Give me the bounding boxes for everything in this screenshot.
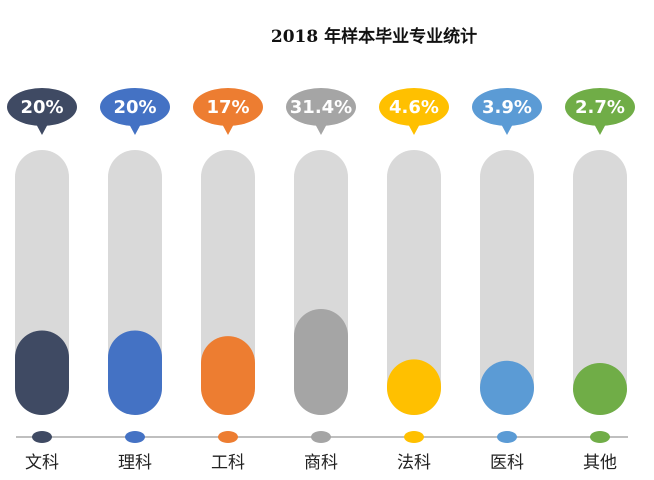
bar-fill-5 [480,360,534,415]
bar-fill-6 [573,363,627,415]
value-bubble-2 [193,88,263,126]
value-bubble-5 [472,88,542,126]
category-label-0: 文科 [25,453,59,473]
axis-marker-4 [404,431,424,443]
value-bubble-tail-6 [593,122,607,135]
value-bubble-6 [565,88,635,126]
bar-group: 20% 文科 20% 理科 17% 工科 31.4% 商科 4.6% 法科 3.9% 医科 2.7% 其他 [7,88,635,473]
bar-fill-2 [201,336,255,415]
value-bubble-tail-5 [500,122,514,135]
category-label-1: 理科 [118,453,152,473]
value-label-3: 31.4% [290,97,352,118]
axis-marker-3 [311,431,331,443]
category-label-2: 工科 [211,453,245,473]
value-bubble-tail-0 [35,122,49,135]
bar-track-5 [480,150,534,415]
value-label-2: 17% [206,97,249,118]
axis-marker-2 [218,431,238,443]
chart-title: 2018 年样本毕业专业统计 [271,26,477,47]
value-bubble-tail-3 [314,122,328,135]
category-label-3: 商科 [304,453,338,473]
value-bubble-0 [7,88,77,126]
axis-marker-6 [590,431,610,443]
category-label-4: 法科 [397,453,431,473]
value-label-1: 20% [113,97,156,118]
value-bubble-3 [286,88,356,126]
bar-fill-0 [15,330,69,415]
category-label-5: 医科 [490,453,524,473]
bar-fill-1 [108,330,162,415]
value-bubble-1 [100,88,170,126]
value-bubble-4 [379,88,449,126]
value-label-6: 2.7% [575,97,625,118]
value-label-4: 4.6% [389,97,439,118]
value-label-0: 20% [20,97,63,118]
bar-fill-4 [387,359,441,415]
category-label-6: 其他 [583,453,617,473]
value-label-5: 3.9% [482,97,532,118]
axis-marker-0 [32,431,52,443]
value-bubble-tail-2 [221,122,235,135]
axis-marker-1 [125,431,145,443]
bar-track-4 [387,150,441,415]
bar-track-6 [573,150,627,415]
bar-fill-3 [294,309,348,415]
value-bubble-tail-4 [407,122,421,135]
value-bubble-tail-1 [128,122,142,135]
axis-marker-5 [497,431,517,443]
